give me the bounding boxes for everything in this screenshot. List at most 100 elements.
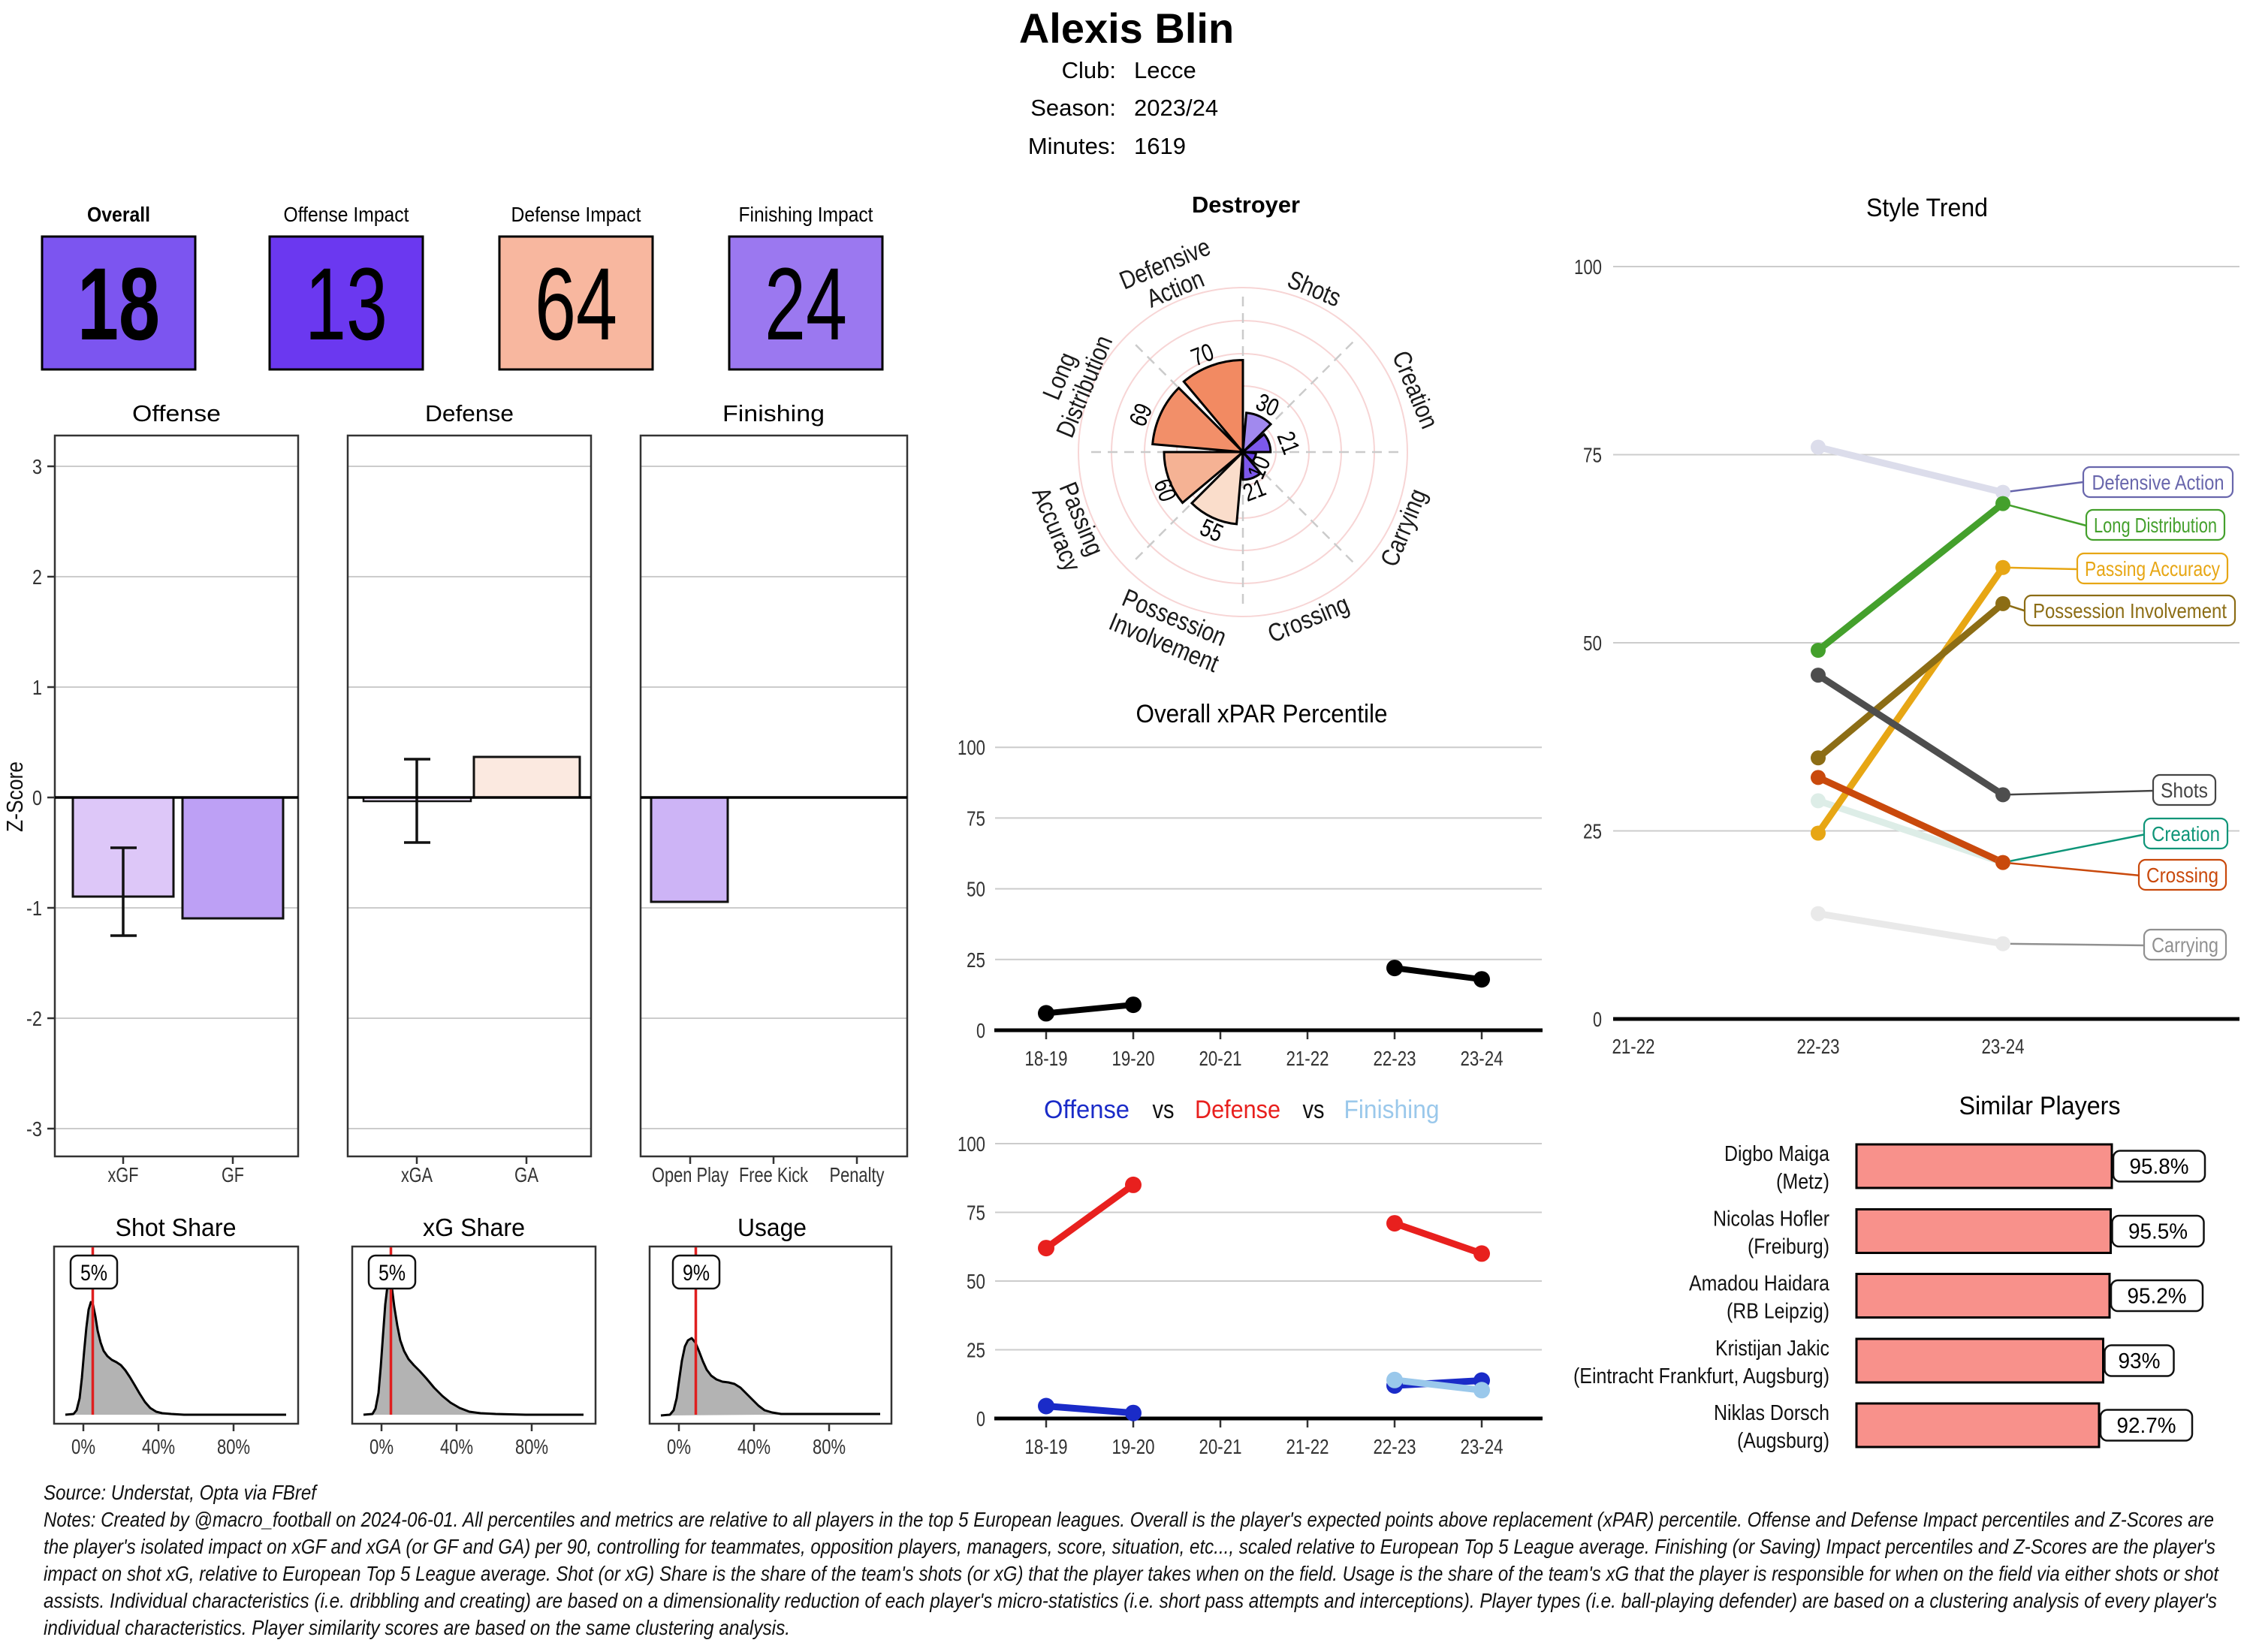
svg-text:Season:: Season: [1030, 95, 1116, 121]
svg-text:Offense Impact: Offense Impact [284, 203, 409, 226]
svg-text:Amadou Haidara: Amadou Haidara [1689, 1272, 1830, 1296]
svg-text:40%: 40% [737, 1435, 771, 1458]
svg-text:Penalty: Penalty [830, 1163, 885, 1186]
svg-text:Defense: Defense [1195, 1096, 1280, 1124]
svg-text:Crossing: Crossing [2146, 864, 2218, 887]
svg-text:Digbo Maiga: Digbo Maiga [1724, 1142, 1830, 1166]
svg-text:Finishing: Finishing [1344, 1096, 1440, 1124]
svg-text:5%: 5% [379, 1261, 406, 1286]
svg-text:19-20: 19-20 [1112, 1047, 1155, 1070]
svg-text:Open Play: Open Play [652, 1163, 728, 1186]
svg-text:22-23: 22-23 [1797, 1035, 1840, 1058]
svg-text:100: 100 [958, 736, 985, 759]
svg-text:(RB Leipzig): (RB Leipzig) [1727, 1300, 1829, 1324]
svg-text:95.2%: 95.2% [2128, 1285, 2187, 1309]
svg-text:1: 1 [32, 676, 42, 699]
svg-text:Long Distribution: Long Distribution [2094, 514, 2217, 537]
svg-text:21-22: 21-22 [1286, 1435, 1329, 1458]
svg-text:(Augsburg): (Augsburg) [1737, 1429, 1829, 1453]
svg-text:Finishing Impact: Finishing Impact [739, 203, 873, 226]
svg-text:Carrying: Carrying [2152, 933, 2218, 957]
svg-text:50: 50 [967, 878, 985, 901]
svg-text:GA: GA [514, 1163, 538, 1186]
svg-text:0%: 0% [369, 1435, 394, 1458]
svg-text:Style Trend: Style Trend [1866, 194, 1988, 222]
svg-text:Niklas Dorsch: Niklas Dorsch [1714, 1401, 1829, 1425]
svg-text:40%: 40% [142, 1435, 175, 1458]
svg-text:1619: 1619 [1134, 133, 1186, 159]
svg-text:75: 75 [967, 806, 985, 830]
svg-text:92.7%: 92.7% [2117, 1414, 2176, 1438]
svg-text:2: 2 [32, 565, 42, 589]
svg-text:Z-Score: Z-Score [2, 761, 28, 832]
svg-text:20-21: 20-21 [1199, 1047, 1242, 1070]
svg-text:vs: vs [1153, 1096, 1175, 1124]
svg-text:assists. Individual characteri: assists. Individual characteristics (i.e… [44, 1589, 2217, 1612]
svg-text:Notes: Created by @macro_footb: Notes: Created by @macro_football on 202… [44, 1508, 2214, 1531]
svg-text:95.5%: 95.5% [2128, 1220, 2188, 1244]
svg-text:22-23: 22-23 [1374, 1047, 1416, 1070]
svg-text:75: 75 [967, 1201, 985, 1225]
svg-text:80%: 80% [217, 1435, 250, 1458]
svg-text:Similar Players: Similar Players [1959, 1092, 2121, 1120]
svg-text:50: 50 [967, 1270, 985, 1293]
svg-text:Creation: Creation [2152, 822, 2220, 846]
svg-text:0%: 0% [71, 1435, 95, 1458]
svg-text:Shot Share: Shot Share [116, 1213, 237, 1241]
svg-text:the player's isolated impact o: the player's isolated impact on xGF and … [44, 1535, 2215, 1558]
svg-text:(Freiburg): (Freiburg) [1748, 1235, 1829, 1259]
svg-text:22-23: 22-23 [1374, 1435, 1416, 1458]
svg-text:13: 13 [305, 247, 388, 362]
svg-text:25: 25 [967, 1339, 985, 1362]
svg-text:21-22: 21-22 [1286, 1047, 1329, 1070]
svg-text:xG Share: xG Share [423, 1213, 525, 1241]
svg-text:18-19: 18-19 [1025, 1047, 1068, 1070]
svg-text:20-21: 20-21 [1199, 1435, 1242, 1458]
svg-text:vs: vs [1303, 1096, 1325, 1124]
svg-text:-2: -2 [26, 1007, 42, 1030]
svg-text:Overall: Overall [87, 203, 150, 226]
svg-text:Finishing: Finishing [722, 400, 825, 427]
svg-text:80%: 80% [813, 1435, 846, 1458]
svg-text:GF: GF [222, 1163, 244, 1186]
svg-text:Passing Accuracy: Passing Accuracy [2085, 557, 2220, 580]
svg-text:5%: 5% [80, 1261, 107, 1286]
svg-text:Offense: Offense [1044, 1096, 1130, 1124]
svg-text:Destroyer: Destroyer [1192, 191, 1300, 218]
svg-text:23-24: 23-24 [1461, 1047, 1504, 1070]
svg-text:Lecce: Lecce [1134, 57, 1196, 83]
svg-text:9%: 9% [683, 1261, 710, 1286]
svg-text:0: 0 [32, 786, 42, 809]
svg-text:Overall xPAR Percentile: Overall xPAR Percentile [1136, 700, 1388, 728]
svg-text:23-24: 23-24 [1461, 1435, 1504, 1458]
svg-text:100: 100 [1574, 255, 1602, 279]
svg-text:(Eintracht Frankfurt, Augsburg: (Eintracht Frankfurt, Augsburg) [1573, 1364, 1829, 1388]
svg-text:50: 50 [1583, 632, 1602, 655]
svg-text:(Metz): (Metz) [1776, 1170, 1829, 1194]
svg-text:25: 25 [967, 948, 985, 972]
svg-text:40%: 40% [440, 1435, 473, 1458]
svg-text:Source: Understat, Opta via FB: Source: Understat, Opta via FBref [44, 1481, 318, 1504]
svg-text:Defense: Defense [425, 400, 514, 427]
svg-text:xGA: xGA [401, 1163, 433, 1186]
svg-text:93%: 93% [2119, 1349, 2161, 1373]
svg-text:18-19: 18-19 [1025, 1435, 1068, 1458]
svg-text:23-24: 23-24 [1982, 1035, 2025, 1058]
svg-text:19-20: 19-20 [1112, 1435, 1155, 1458]
svg-text:18: 18 [77, 247, 160, 362]
svg-text:Usage: Usage [737, 1213, 807, 1241]
svg-text:Offense: Offense [132, 400, 221, 427]
svg-text:Possession Involvement: Possession Involvement [2033, 599, 2227, 623]
svg-text:0%: 0% [667, 1435, 691, 1458]
svg-text:Club:: Club: [1062, 57, 1116, 83]
svg-text:2023/24: 2023/24 [1134, 95, 1218, 121]
svg-text:95.8%: 95.8% [2130, 1155, 2189, 1179]
svg-text:Shots: Shots [2161, 779, 2208, 802]
svg-text:Nicolas Hofler: Nicolas Hofler [1713, 1207, 1829, 1231]
svg-text:0: 0 [976, 1407, 985, 1430]
svg-text:21-22: 21-22 [1612, 1035, 1655, 1058]
svg-text:impact on shot xG, relative to: impact on shot xG, relative to European … [44, 1562, 2219, 1585]
svg-text:24: 24 [765, 247, 847, 362]
svg-text:3: 3 [32, 455, 42, 478]
svg-text:-3: -3 [26, 1117, 42, 1141]
